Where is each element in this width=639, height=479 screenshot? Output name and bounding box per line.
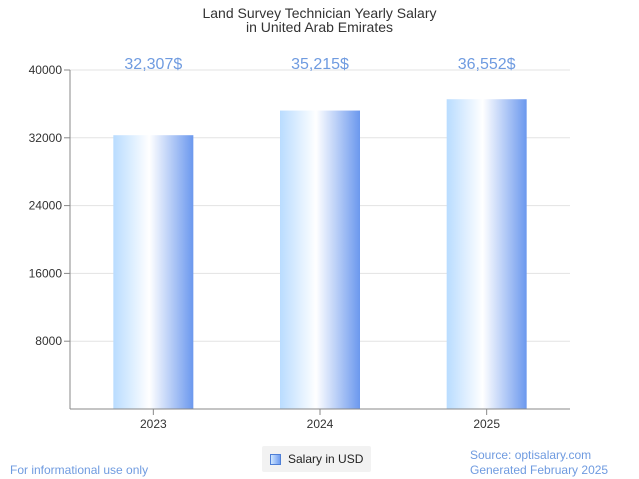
data-label-2024: 35,215$	[291, 56, 349, 73]
x-axis-ticks: 2023 2024 2025	[140, 409, 500, 431]
source-text: Source: optisalary.com	[470, 448, 592, 462]
bar-2025	[446, 99, 527, 409]
y-tick-label: 32000	[29, 131, 63, 145]
y-axis-ticks: 8000 16000 24000 32000 40000	[29, 63, 70, 348]
legend-swatch	[270, 453, 281, 465]
y-tick-label: 8000	[35, 334, 62, 348]
data-labels: 32,307$ 35,215$ 36,552$	[124, 56, 515, 73]
disclaimer-text: For informational use only	[10, 463, 149, 477]
source-block: Source: optisalary.com Generated Februar…	[470, 448, 608, 478]
chart-title-line-2: in United Arab Emirates	[246, 19, 393, 35]
bar-2023	[113, 135, 194, 409]
generated-text: Generated February 2025	[470, 463, 609, 477]
y-tick-label: 16000	[29, 266, 63, 280]
x-tick-label-2025: 2025	[473, 417, 500, 431]
y-tick-label: 40000	[29, 63, 63, 77]
data-label-2025: 36,552$	[458, 56, 516, 73]
x-tick-label-2024: 2024	[307, 417, 334, 431]
bar-2024	[280, 110, 360, 410]
x-tick-label-2023: 2023	[140, 417, 167, 431]
y-tick-label: 24000	[29, 199, 63, 213]
legend-label: Salary in USD	[288, 452, 364, 466]
chart-title-line-1: Land Survey Technician Yearly Salary	[202, 5, 436, 21]
legend: Salary in USD	[262, 446, 372, 472]
data-label-2023: 32,307$	[124, 56, 182, 73]
bars	[113, 99, 527, 410]
